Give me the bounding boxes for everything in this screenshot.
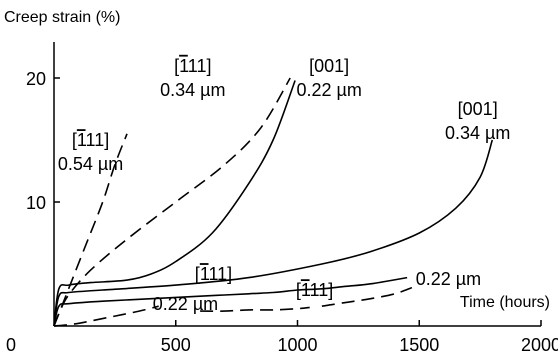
series-label-5-0: 0.22 µm [153,294,218,314]
series-label-4-0: [111] [195,264,232,284]
series-line-5 [53,305,159,327]
series-label-0-0: [111] [72,130,109,150]
series-line-3 [53,139,494,327]
x-tick-label: 1000 [277,335,317,355]
series-label-2-0: [001] [309,56,349,76]
series-line-0 [53,133,128,327]
y-tick-label: 10 [26,193,46,213]
series-label-6-0: 0.22 µm [416,269,481,289]
series-line-7 [200,306,310,312]
series-label-3-0: [001] [458,99,498,119]
series-label-1-1: 0.34 µm [160,80,225,100]
x-tick-label: 1500 [399,335,439,355]
y-axis-label: Creep strain (%) [4,9,120,26]
series-label-3-1: 0.34 µm [445,123,510,143]
series-line-4 [53,276,408,327]
x-axis-label: Time (hours) [460,294,550,311]
series-line-1 [53,77,291,327]
y-tick-label: 20 [26,69,46,89]
x-tick-label: 0 [6,335,16,355]
series-line-2 [53,80,296,327]
series-labels: [111] 0.54 µm [111] 0.34 µm [001] 0.22 µm [001… [58,56,511,314]
series-line-6 [321,286,413,307]
series-label-1-0: [111] [174,56,211,76]
series-label-7-0: [111] [296,280,333,300]
axis-ticks: 0 500 1000 1500 2000 10 20 [6,69,558,355]
series-label-2-1: 0.22 µm [296,80,361,100]
series-label-0-1: 0.54 µm [58,154,123,174]
series-group [53,77,494,327]
x-tick-label: 2000 [521,335,558,355]
x-tick-label: 500 [161,335,191,355]
